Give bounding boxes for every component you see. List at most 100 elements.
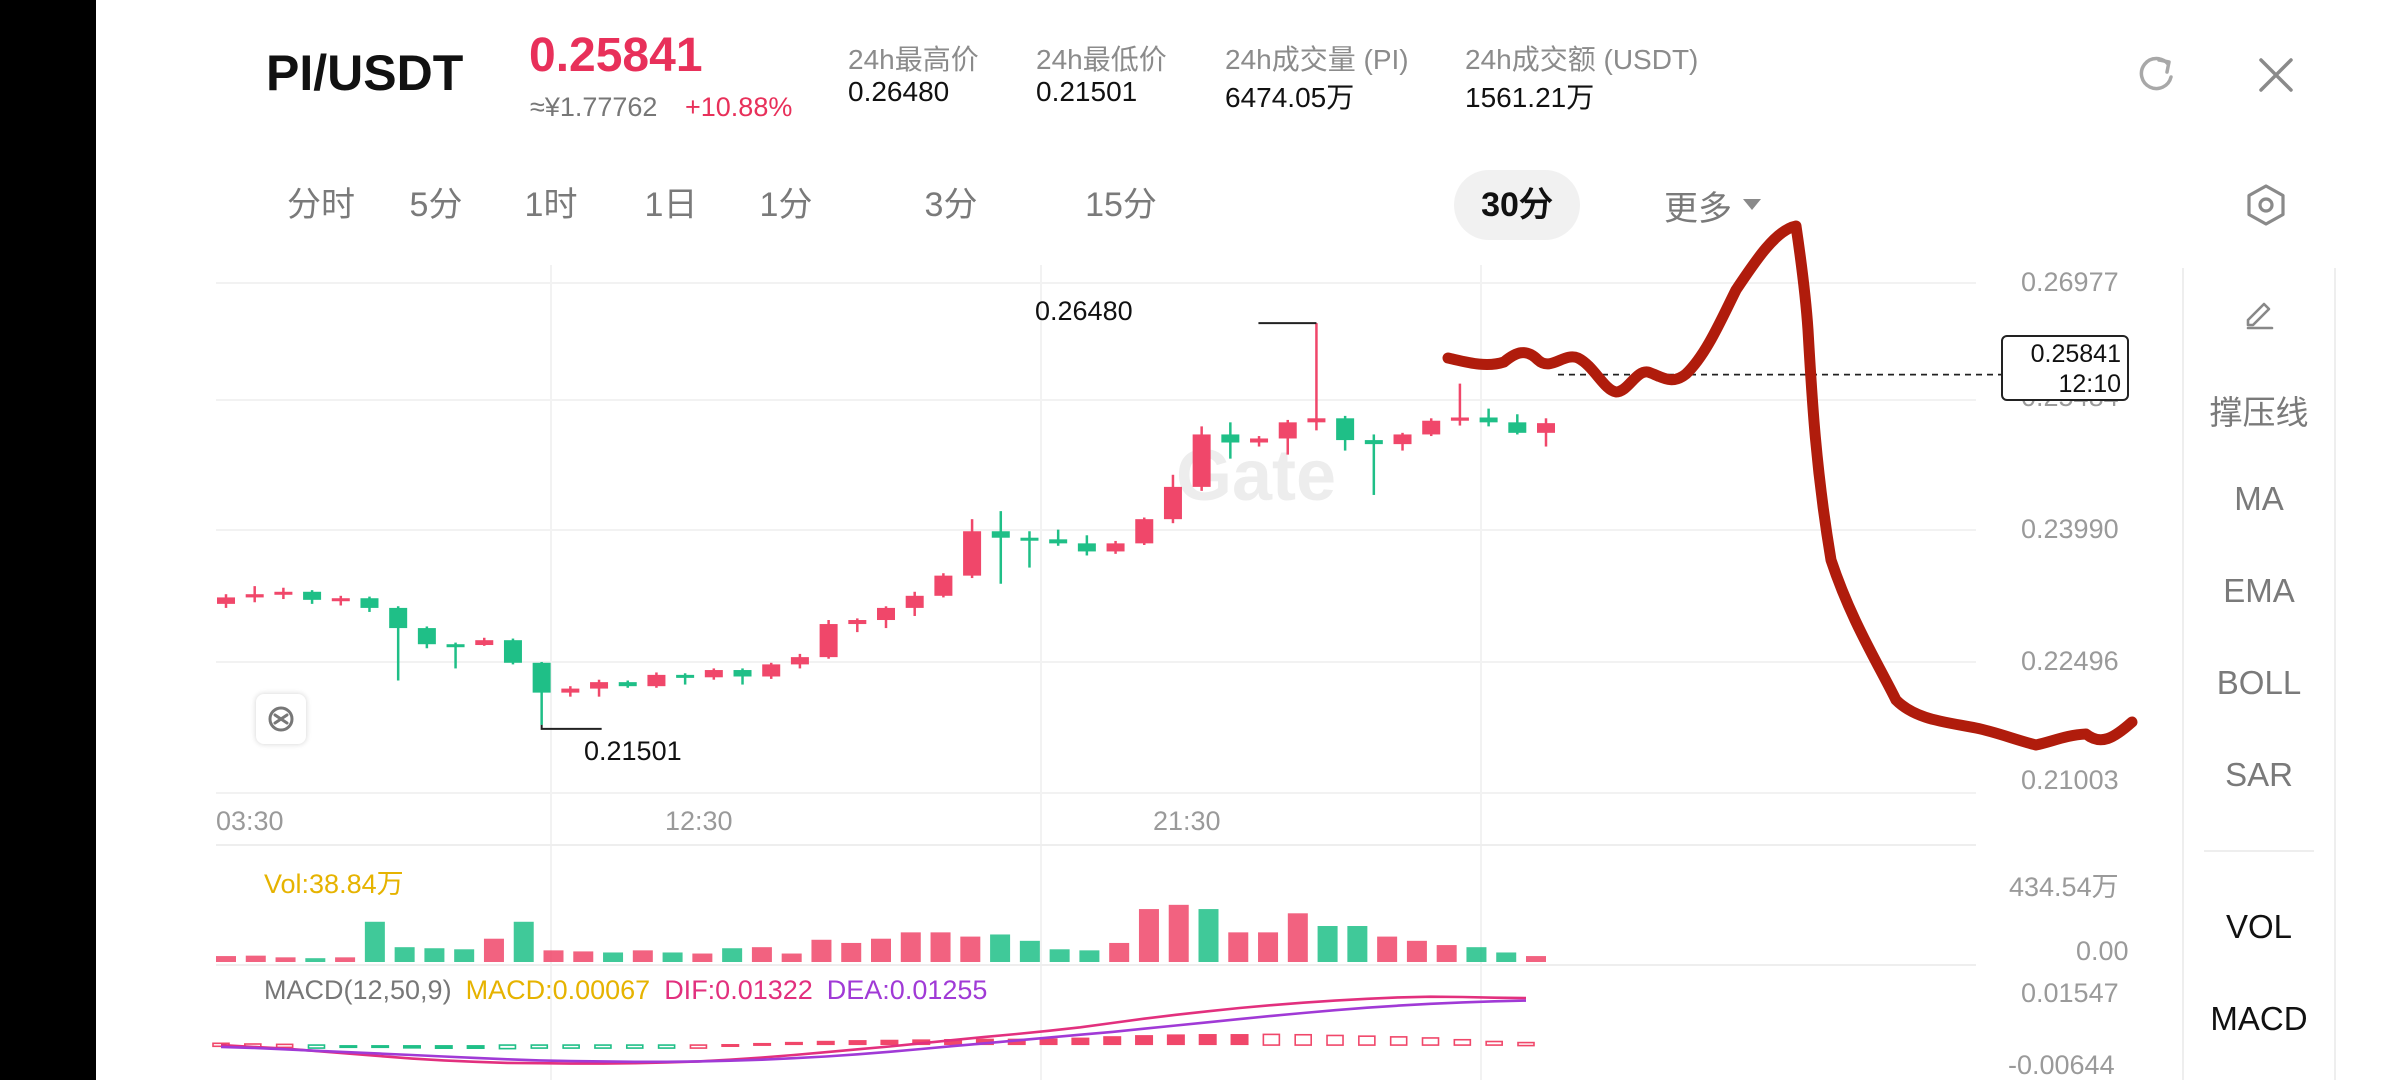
stat-turnover-value: 1561.21万 (1465, 82, 1595, 113)
volume-bar (900, 932, 921, 962)
macd-histogram-bar (625, 1044, 644, 1049)
volume-bar (216, 956, 236, 962)
candles-group (217, 323, 1555, 725)
candle-body (331, 598, 350, 602)
tab-1min[interactable]: 1分 (759, 186, 813, 224)
change-percent: +10.88% (685, 92, 793, 122)
candle-body (1250, 438, 1269, 443)
candle-body (934, 575, 953, 596)
candle-body (1537, 423, 1555, 433)
sidebar-item-support-resistance[interactable]: 撑压线 (2209, 394, 2309, 431)
candle-body (245, 594, 264, 598)
volume-bar (930, 932, 951, 962)
low-price-label: 0.21501 (584, 736, 682, 766)
candle-body (905, 595, 924, 608)
volume-bar (1466, 947, 1487, 962)
macd-histogram-bar (1230, 1034, 1249, 1046)
volume-bar (692, 953, 713, 962)
close-icon (2259, 58, 2293, 92)
sidebar-item-ema[interactable]: EMA (2223, 572, 2295, 609)
candle-body (1508, 422, 1527, 433)
macd-histogram-bar (880, 1039, 899, 1046)
volume-bar (1406, 940, 1427, 962)
volume-bar (1019, 940, 1040, 962)
chart-settings-button[interactable] (2236, 175, 2296, 235)
stat-high-value: 0.26480 (848, 76, 950, 107)
stat-high-label: 24h最高价 (848, 44, 979, 75)
volume-bar (632, 950, 653, 962)
candle-body (1450, 417, 1469, 421)
candle-body (1049, 539, 1068, 544)
stat-low-label: 24h最低价 (1036, 44, 1167, 75)
candle-body (1135, 519, 1154, 544)
stat-low-value: 0.21501 (1036, 76, 1138, 107)
sidebar-item-boll[interactable]: BOLL (2216, 664, 2302, 701)
volume-bar (245, 955, 266, 962)
volume-bar (483, 938, 504, 962)
tab-1day[interactable]: 1日 (644, 186, 698, 224)
sidebar-item-vol[interactable]: VOL (2225, 908, 2293, 945)
y-tick-label: 0.23990 (2021, 514, 2119, 544)
macd-histogram-bar (848, 1040, 867, 1046)
volume-bar (841, 942, 862, 962)
tab-3min[interactable]: 3分 (924, 186, 978, 224)
chart-toggle-button[interactable] (256, 694, 306, 744)
macd-histogram-bar (1166, 1034, 1185, 1046)
candle-body (848, 620, 867, 625)
volume-bar (1168, 904, 1189, 962)
volume-bar (424, 948, 445, 962)
kline-chart[interactable]: Gate (96, 0, 2408, 1080)
refresh-button[interactable] (2126, 45, 2186, 105)
volume-bar (513, 921, 534, 962)
macd-params-label: MACD(12,50,9) (264, 975, 452, 1005)
dif-value-label: DIF:0.01322 (664, 975, 813, 1005)
volume-bar (781, 953, 802, 962)
cny-price: ≈¥1.77762 (530, 92, 658, 122)
tab-15min[interactable]: 15分 (1085, 186, 1157, 224)
candle-body (389, 607, 408, 629)
macd-histogram-bar (339, 1045, 358, 1049)
macd-group (212, 995, 1535, 1065)
volume-bar (1198, 909, 1219, 962)
y-tick-label: 0.22496 (2021, 646, 2119, 676)
volume-bar (305, 958, 326, 962)
tab-5min[interactable]: 5分 (409, 186, 463, 224)
candle-body (963, 531, 982, 576)
tab-fenshi[interactable]: 分时 (287, 186, 355, 224)
volume-bar (960, 936, 981, 962)
draw-tool-button[interactable] (2234, 288, 2284, 338)
candle-body (417, 628, 436, 645)
volume-bar (364, 921, 385, 962)
current-price: 0.25841 (529, 29, 703, 82)
rotate-icon (268, 706, 294, 732)
candle-body (1336, 418, 1355, 441)
low-pointer-line (540, 724, 602, 730)
close-button[interactable] (2246, 45, 2306, 105)
dea-value-label: DEA:0.01255 (826, 975, 988, 1005)
last-time-label: 12:10 (2058, 370, 2121, 398)
volume-bar (1317, 926, 1338, 962)
candle-body (877, 607, 895, 621)
sidebar-item-ma[interactable]: MA (2234, 480, 2284, 517)
candle-body (217, 597, 235, 604)
macd-histogram-bar (1262, 1033, 1281, 1046)
volume-bar (1079, 950, 1100, 962)
macd-histogram-bar (1421, 1037, 1440, 1046)
volume-bar (1377, 936, 1398, 962)
x-tick-label: 12:30 (665, 806, 733, 836)
candle-body (303, 591, 322, 600)
tab-more[interactable]: 更多 (1664, 170, 1762, 240)
macd-histogram-bar (1071, 1037, 1090, 1046)
candle-body (618, 682, 637, 687)
chart-overlay (540, 322, 2001, 730)
candle-body (762, 664, 781, 677)
tab-1hour[interactable]: 1时 (524, 186, 578, 224)
candle-body (1278, 422, 1297, 439)
stat-volume-value: 6474.05万 (1225, 82, 1355, 113)
macd-value-label: MACD:0.00067 (465, 975, 651, 1005)
tab-30min[interactable]: 30分 (1454, 170, 1580, 240)
sidebar-item-sar[interactable]: SAR (2225, 756, 2293, 793)
macd-histogram-bar (784, 1041, 803, 1046)
sidebar-item-macd[interactable]: MACD (2210, 1000, 2308, 1037)
candle-body (819, 624, 838, 658)
